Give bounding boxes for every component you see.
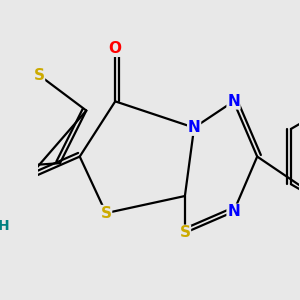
Text: N: N	[227, 94, 240, 109]
Text: N: N	[188, 120, 200, 135]
Text: S: S	[179, 225, 191, 240]
Text: H: H	[0, 219, 9, 233]
Text: S: S	[100, 206, 112, 220]
Text: S: S	[34, 68, 44, 82]
Text: N: N	[227, 204, 240, 219]
Text: O: O	[109, 41, 122, 56]
